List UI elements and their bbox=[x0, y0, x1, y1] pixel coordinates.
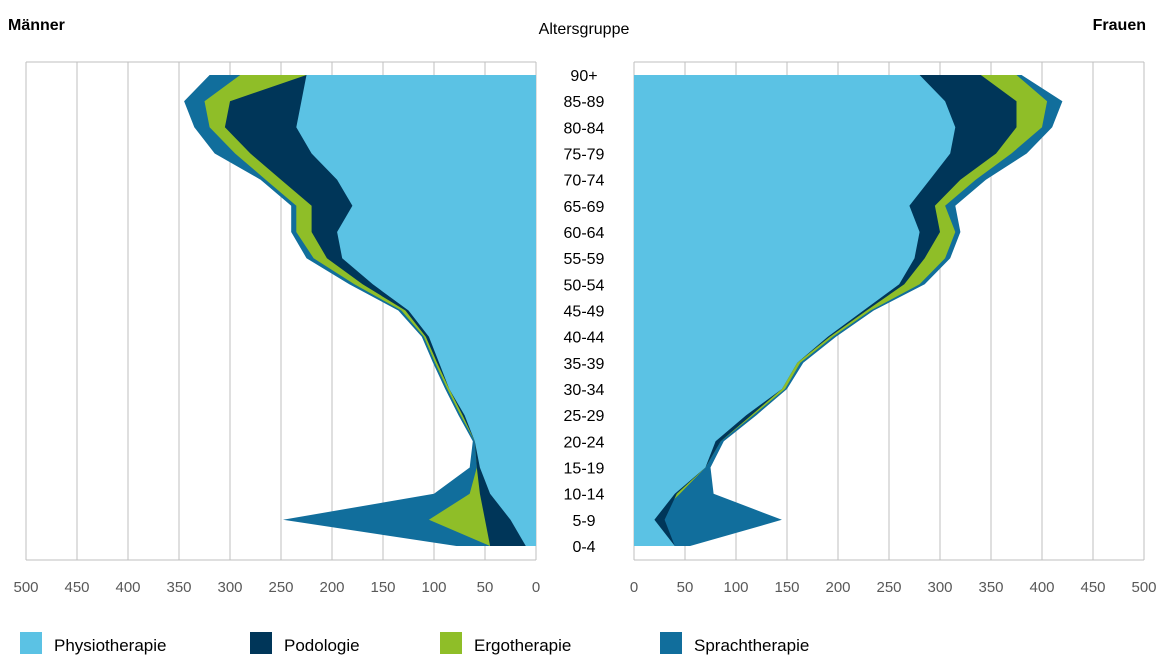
men-tick-250: 250 bbox=[268, 579, 293, 596]
age-label-80-84: 80-84 bbox=[564, 120, 605, 137]
age-label-55-59: 55-59 bbox=[564, 251, 605, 268]
legend-swatch-physiotherapie bbox=[20, 632, 42, 654]
legend: Physiotherapie Podologie Ergotherapie Sprac… bbox=[20, 632, 809, 655]
age-label-30-34: 30-34 bbox=[564, 382, 605, 399]
men-area-physiotherapie bbox=[296, 75, 536, 546]
women-area-physiotherapie bbox=[634, 75, 956, 546]
legend-label-sprachtherapie: Sprachtherapie bbox=[694, 636, 809, 655]
legend-swatch-podologie bbox=[250, 632, 272, 654]
legend-label-podologie: Podologie bbox=[284, 636, 360, 655]
women-tick-150: 150 bbox=[774, 579, 799, 596]
men-tick-300: 300 bbox=[217, 579, 242, 596]
legend-swatch-sprachtherapie bbox=[660, 632, 682, 654]
legend-swatch-ergotherapie bbox=[440, 632, 462, 654]
women-tick-450: 450 bbox=[1080, 579, 1105, 596]
age-label-25-29: 25-29 bbox=[564, 408, 605, 425]
women-panel bbox=[633, 61, 1145, 561]
age-label-65-69: 65-69 bbox=[564, 199, 605, 216]
axis-tick-labels: 0 50 100 150 200 250 300 350 400 450 500 0 50 100 150 2… bbox=[13, 579, 1156, 596]
men-panel bbox=[25, 61, 537, 561]
women-tick-250: 250 bbox=[876, 579, 901, 596]
age-label-0-4: 0-4 bbox=[572, 539, 595, 556]
men-tick-50: 50 bbox=[477, 579, 494, 596]
age-label-20-24: 20-24 bbox=[564, 434, 605, 451]
age-label-85-89: 85-89 bbox=[564, 94, 605, 111]
men-tick-150: 150 bbox=[370, 579, 395, 596]
men-tick-450: 450 bbox=[64, 579, 89, 596]
center-label: Altersgruppe bbox=[539, 21, 630, 38]
age-label-40-44: 40-44 bbox=[564, 330, 605, 347]
age-label-50-54: 50-54 bbox=[564, 277, 605, 294]
age-label-10-14: 10-14 bbox=[564, 487, 605, 504]
age-label-70-74: 70-74 bbox=[564, 173, 605, 190]
left-panel-label: Männer bbox=[8, 17, 65, 34]
women-tick-350: 350 bbox=[978, 579, 1003, 596]
age-label-45-49: 45-49 bbox=[564, 304, 605, 321]
women-tick-500: 500 bbox=[1131, 579, 1156, 596]
men-tick-400: 400 bbox=[115, 579, 140, 596]
women-tick-300: 300 bbox=[927, 579, 952, 596]
women-tick-200: 200 bbox=[825, 579, 850, 596]
men-tick-100: 100 bbox=[421, 579, 446, 596]
men-tick-500: 500 bbox=[13, 579, 38, 596]
women-tick-50: 50 bbox=[677, 579, 694, 596]
right-panel-label: Frauen bbox=[1093, 17, 1146, 34]
men-tick-200: 200 bbox=[319, 579, 344, 596]
age-label-35-39: 35-39 bbox=[564, 356, 605, 373]
women-tick-0: 0 bbox=[630, 579, 638, 596]
age-label-75-79: 75-79 bbox=[564, 147, 605, 164]
age-label-15-19: 15-19 bbox=[564, 461, 605, 478]
legend-label-physiotherapie: Physiotherapie bbox=[54, 636, 166, 655]
age-label-5-9: 5-9 bbox=[572, 513, 595, 530]
age-group-labels: 0-4 5-9 10-14 15-19 20-24 25-29 30-34 35-39 40-4… bbox=[564, 68, 605, 556]
men-tick-0: 0 bbox=[532, 579, 540, 596]
legend-label-ergotherapie: Ergotherapie bbox=[474, 636, 571, 655]
women-tick-400: 400 bbox=[1029, 579, 1054, 596]
age-label-90+: 90+ bbox=[570, 68, 597, 85]
age-label-60-64: 60-64 bbox=[564, 225, 605, 242]
men-tick-350: 350 bbox=[166, 579, 191, 596]
women-tick-100: 100 bbox=[723, 579, 748, 596]
